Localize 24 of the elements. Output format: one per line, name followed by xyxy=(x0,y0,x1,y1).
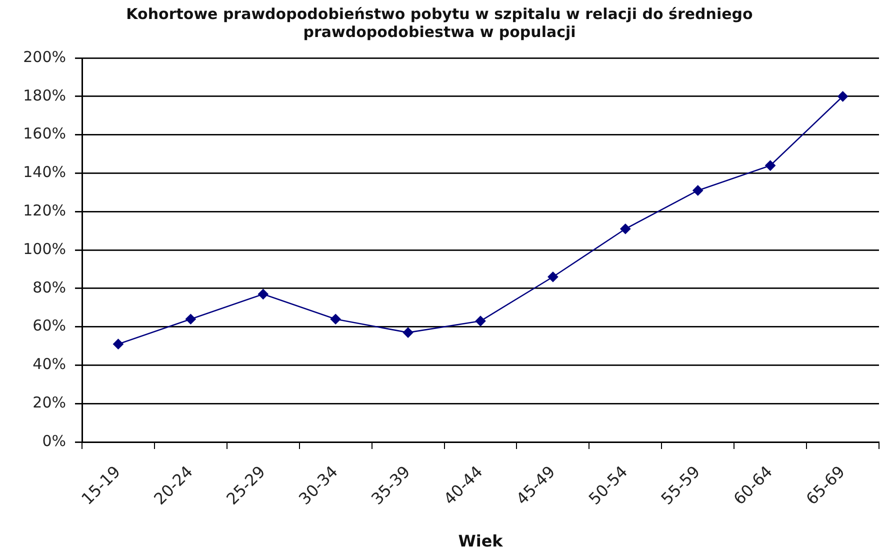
point xyxy=(692,185,704,196)
point xyxy=(402,327,414,338)
y-tick-label: 160% xyxy=(23,124,66,143)
y-tick-label: 20% xyxy=(32,393,66,412)
point xyxy=(330,314,341,324)
y-tick-label: 100% xyxy=(23,240,66,258)
y-tick-label: 0% xyxy=(42,432,66,450)
point xyxy=(258,289,268,300)
y-tick-label: 180% xyxy=(23,86,66,104)
chart-title: Kohortowe prawdopodobieństwo pobytu w szpitalu w relacji do średniego prawdopodobiestwa w populacji xyxy=(126,4,753,41)
point xyxy=(620,224,631,234)
x-axis-title: Wiek xyxy=(458,532,504,551)
y-tick-label: 40% xyxy=(32,355,66,374)
y-tick-label: 60% xyxy=(32,316,66,335)
point xyxy=(186,314,196,324)
y-tick-label: 80% xyxy=(32,278,66,296)
point xyxy=(475,316,486,326)
y-tick-label: 200% xyxy=(23,48,66,66)
point xyxy=(838,91,848,102)
y-tick-label: 120% xyxy=(23,201,66,220)
point xyxy=(765,160,776,171)
point xyxy=(113,338,124,350)
point xyxy=(548,272,558,282)
y-tick-label: 140% xyxy=(23,163,66,182)
